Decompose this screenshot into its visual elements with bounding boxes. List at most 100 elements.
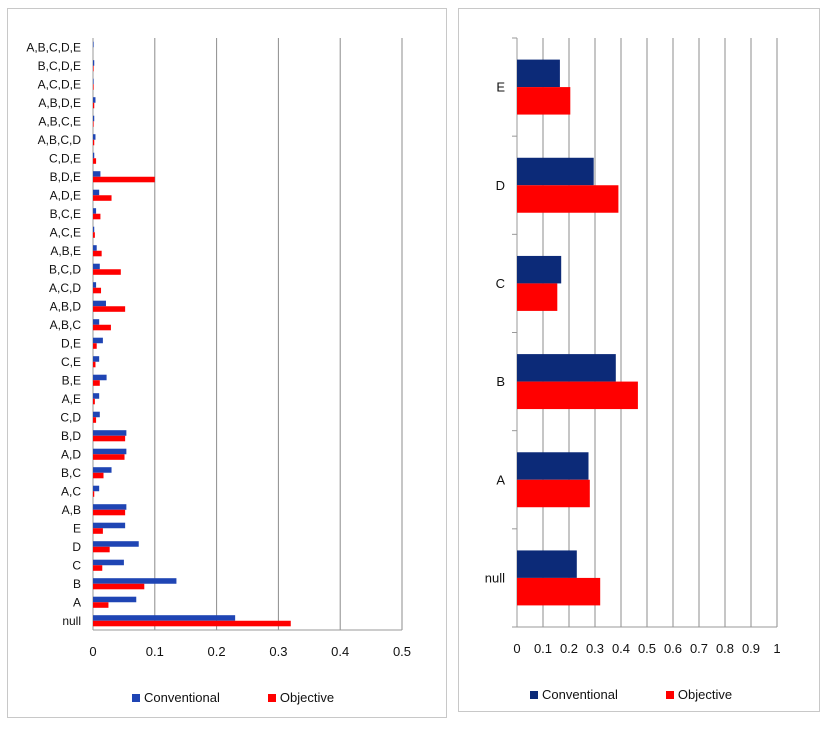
category-label-null: null <box>62 614 81 628</box>
bar-objective-a <box>93 602 109 608</box>
bar-objective-d-e <box>93 343 97 349</box>
bar-conventional-a <box>93 596 137 603</box>
bar-conventional-c-d-e <box>93 152 95 159</box>
category-label-a-c-d-e: A,C,D,E <box>38 77 81 91</box>
bar-objective-d <box>517 185 619 213</box>
bar-objective-a-c-e <box>93 232 95 238</box>
category-label-null: null <box>485 570 505 585</box>
bar-conventional-b-d-e <box>93 171 101 177</box>
legend-label-conventional-right: Conventional <box>542 687 618 702</box>
legend-item-conventional: Conventional <box>132 690 220 705</box>
bar-objective-b <box>517 381 638 410</box>
bar-objective-null <box>93 620 291 627</box>
category-label-a-b-d: A,B,D <box>50 299 82 313</box>
category-label-a-b-e: A,B,E <box>50 244 81 258</box>
x-tick-label: 0.6 <box>664 641 682 656</box>
category-label-a-b-c: A,B,C <box>50 318 82 332</box>
bar-objective-a-b-c-d <box>93 139 95 146</box>
bar-objective-b-c-d <box>93 269 121 275</box>
bar-conventional-a-d <box>93 448 127 455</box>
bar-conventional-b-d <box>93 430 127 436</box>
x-tick-label: 0.4 <box>612 641 630 656</box>
bar-objective-a-b <box>93 509 126 516</box>
bar-conventional-a-b <box>93 504 127 510</box>
x-tick-label: 0 <box>89 644 96 659</box>
category-label-c: C <box>496 276 505 291</box>
bar-conventional-e <box>93 522 126 529</box>
bar-conventional-c <box>93 559 124 566</box>
bar-objective-a-d-e <box>93 195 112 201</box>
bar-objective-e <box>93 528 103 534</box>
category-label-c-d-e: C,D,E <box>49 151 81 165</box>
category-label-a-c-d: A,C,D <box>49 281 81 295</box>
x-tick-label: 0.5 <box>638 641 656 656</box>
bar-objective-a <box>517 479 590 508</box>
bar-objective-a-b-d-e <box>93 102 95 109</box>
bar-objective-a-c-d <box>93 287 102 294</box>
x-tick-label: 0 <box>513 641 520 656</box>
bar-objective-b-c-e <box>93 213 101 220</box>
category-label-a-c-e: A,C,E <box>50 225 81 239</box>
category-label-a-b-c-d-e: A,B,C,D,E <box>26 40 81 54</box>
category-label-a-c: A,C <box>61 484 81 498</box>
left-chart-panel <box>7 8 447 718</box>
bar-objective-c-d-e <box>93 158 97 164</box>
bar-objective-b-c-d-e <box>93 65 94 72</box>
bar-conventional-b-c-d <box>93 263 100 270</box>
category-label-b-d: B,D <box>61 429 81 443</box>
bar-conventional-d-e <box>93 337 103 344</box>
bar-conventional-a-b-c <box>93 319 100 325</box>
x-tick-label: 0.9 <box>742 641 760 656</box>
legend-swatch-objective <box>267 693 276 702</box>
legend-label-objective-right: Objective <box>677 687 733 702</box>
bar-conventional-c-e <box>93 356 100 362</box>
bar-conventional-a-c-e <box>93 226 95 233</box>
category-label-e: E <box>496 80 505 95</box>
category-label-b-c-d-e: B,C,D,E <box>38 59 81 73</box>
legend-left: Conventional Objective <box>132 690 382 705</box>
x-tick-label: 0.4 <box>331 644 349 659</box>
bar-conventional-b-e <box>93 374 107 381</box>
category-label-c-e: C,E <box>61 355 81 369</box>
x-tick-label: 0.5 <box>393 644 411 659</box>
bar-objective-a-c-d-e <box>93 84 94 90</box>
bar-objective-c-d <box>93 417 97 423</box>
category-label-a-d-e: A,D,E <box>50 188 81 202</box>
bar-conventional-e <box>517 59 560 88</box>
category-label-a-b: A,B <box>62 503 81 517</box>
bar-objective-a-e <box>93 398 95 405</box>
bar-conventional-null <box>517 550 577 578</box>
category-label-b: B <box>73 577 81 591</box>
category-label-b: B <box>496 374 505 389</box>
category-label-b-d-e: B,D,E <box>50 170 81 184</box>
bar-conventional-a-c-d <box>93 282 97 288</box>
category-label-b-e: B,E <box>62 373 81 387</box>
bar-objective-b-d <box>93 435 126 442</box>
category-label-b-c-d: B,C,D <box>49 262 81 276</box>
bar-objective-a-b-e <box>93 250 102 257</box>
bar-objective-a-c <box>93 491 95 497</box>
category-label-c: C <box>72 558 81 572</box>
bar-conventional-b <box>517 354 616 382</box>
legend-swatch-conventional <box>132 693 140 702</box>
category-label-d: D <box>496 178 505 193</box>
x-tick-label: 0.3 <box>269 644 287 659</box>
bar-conventional-c <box>517 255 562 284</box>
bar-conventional-a-b-d-e <box>93 97 96 103</box>
bar-objective-a-d <box>93 454 125 460</box>
bar-objective-a-b-c-e <box>93 121 94 127</box>
bar-objective-b-c <box>93 472 104 479</box>
legend-item-objective: Objective <box>267 690 334 705</box>
bar-conventional-b-c-e <box>93 208 97 214</box>
legend-label-conventional: Conventional <box>144 690 220 705</box>
bar-conventional-a <box>517 452 589 480</box>
category-label-a-d: A,D <box>61 447 81 461</box>
legend-item-objective-right: Objective <box>665 687 733 702</box>
bar-objective-a-b-d <box>93 306 126 312</box>
bar-conventional-a-b-d <box>93 300 106 307</box>
bar-conventional-a-b-c-d-e <box>93 41 94 48</box>
x-tick-label: 0.1 <box>534 641 552 656</box>
category-label-a: A <box>496 472 505 487</box>
bar-objective-null <box>517 577 601 606</box>
